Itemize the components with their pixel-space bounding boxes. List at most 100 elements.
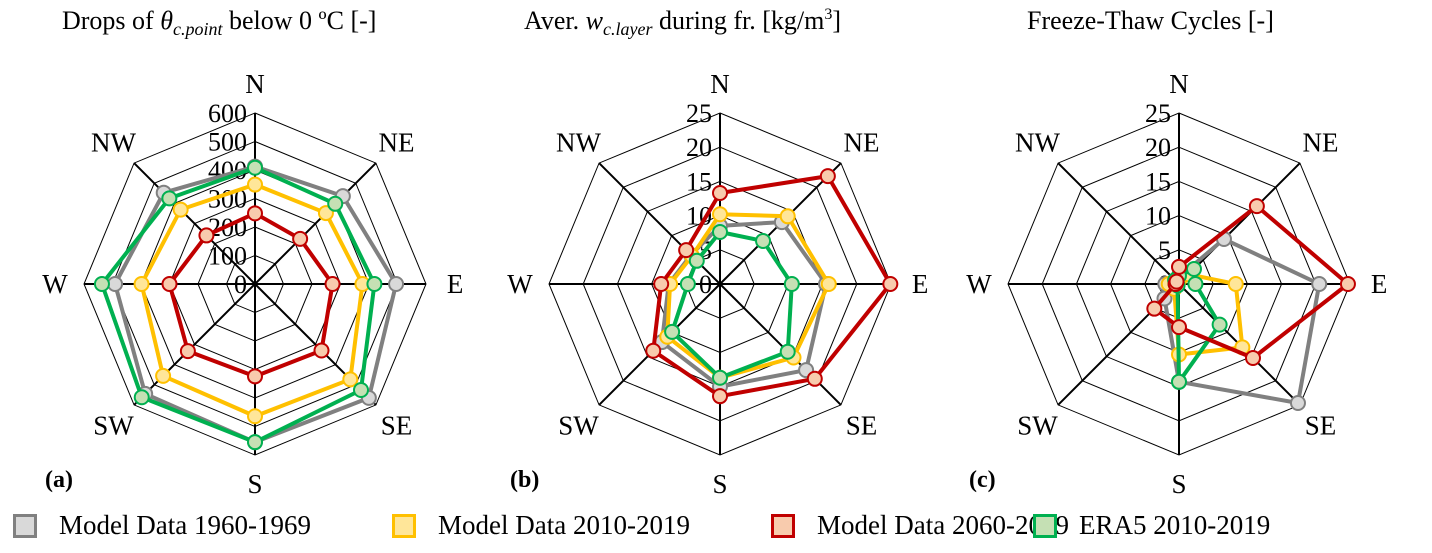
direction-label-se: SE [1305, 410, 1337, 440]
direction-label-n: N [1169, 69, 1189, 99]
legend-item-1960: Model Data 1960-1969 [13, 510, 311, 541]
data-point-nw [198, 227, 215, 244]
data-point-nw [1168, 273, 1185, 290]
tick-label: 100 [208, 242, 247, 271]
data-point-ne [779, 208, 796, 225]
panel-label: (c) [969, 467, 996, 493]
data-point-e [1227, 276, 1244, 292]
tick-label: 0 [699, 270, 712, 299]
series-3 [1146, 198, 1356, 367]
data-point-w [93, 276, 110, 292]
direction-label-e: E [447, 269, 464, 299]
spoke-nw [133, 162, 256, 285]
data-point-s [1171, 319, 1187, 336]
data-point-ne [317, 205, 334, 222]
data-point-w [107, 276, 124, 292]
data-point-ne [819, 168, 836, 185]
data-point-w [133, 276, 150, 292]
data-point-nw [161, 190, 178, 207]
direction-label-s: S [712, 469, 727, 499]
data-point-sw [179, 343, 196, 360]
tick-label: 20 [1145, 133, 1171, 162]
data-point-sw [645, 342, 662, 359]
data-point-n [247, 205, 263, 222]
legend-item-era5: ERA5 2010-2019 [1033, 510, 1270, 541]
data-point-e [1339, 276, 1356, 292]
direction-label-w: W [507, 269, 533, 299]
panel-c-title: Freeze-Thaw Cycles [-] [1027, 6, 1274, 35]
data-point-se [1245, 350, 1262, 367]
data-point-se [342, 371, 359, 388]
direction-label-n: N [710, 69, 730, 99]
data-point-s [712, 388, 728, 405]
data-point-se [1289, 394, 1306, 411]
tick-label: 25 [686, 99, 712, 128]
panel-b-title: Aver. wc.layer during fr. [kg/m3] [524, 6, 841, 39]
direction-label-ne: NE [378, 128, 414, 158]
data-point-w [679, 276, 696, 292]
legend-swatch-red [771, 513, 795, 538]
tick-label: 10 [1145, 202, 1171, 231]
data-point-s [247, 434, 263, 451]
direction-label-s: S [247, 469, 262, 499]
direction-label-nw: NW [556, 128, 601, 158]
legend-item-2060: Model Data 2060-2069 [771, 510, 1069, 541]
data-point-sw [155, 367, 172, 384]
data-point-ne [292, 230, 309, 247]
series-3 [645, 168, 899, 405]
direction-label-se: SE [846, 410, 878, 440]
direction-label-n: N [245, 69, 265, 99]
direction-label-nw: NW [1015, 128, 1060, 158]
data-point-w [653, 276, 670, 292]
legend-swatch-yellow [392, 513, 416, 538]
legend: Model Data 1960-1969 Model Data 2010-201… [0, 510, 1432, 550]
spoke-sw [133, 283, 256, 406]
panel-a-title: Drops of θc.point below 0 ºC [-] [62, 6, 377, 39]
data-point-n [247, 176, 263, 193]
tick-label: 20 [686, 133, 712, 162]
data-point-sw [664, 323, 681, 340]
theta-symbol: θ [160, 6, 173, 35]
data-point-ne [1185, 261, 1202, 278]
w-symbol: w [585, 6, 603, 35]
data-point-e [1187, 276, 1204, 292]
data-point-se [1211, 316, 1228, 333]
data-point-s [1171, 373, 1187, 390]
series-4 [664, 224, 800, 386]
data-point-e [1311, 276, 1328, 292]
data-point-se [779, 343, 796, 360]
direction-label-s: S [1171, 469, 1186, 499]
direction-label-sw: SW [93, 410, 134, 440]
direction-label-w: W [42, 269, 68, 299]
tick-label: 15 [1145, 167, 1171, 196]
data-point-n [1171, 258, 1187, 275]
data-point-e [882, 276, 899, 292]
tick-label: 600 [208, 99, 247, 128]
data-point-nw [688, 252, 705, 269]
direction-label-ne: NE [1302, 128, 1338, 158]
legend-swatch-green [1033, 513, 1057, 538]
series-4 [93, 159, 383, 451]
direction-label-e: E [1371, 269, 1388, 299]
data-point-n [247, 159, 263, 176]
data-point-sw [1146, 300, 1163, 317]
data-point-s [247, 408, 263, 425]
panel-label: (b) [510, 467, 539, 493]
series-2 [133, 176, 371, 425]
direction-label-se: SE [381, 410, 413, 440]
data-point-e [324, 276, 341, 292]
tick-label: 15 [686, 167, 712, 196]
data-point-e [366, 276, 383, 292]
data-point-s [712, 369, 728, 386]
data-point-e [388, 276, 405, 292]
spoke-se [719, 283, 842, 406]
data-point-se [353, 382, 370, 399]
data-point-n [712, 224, 728, 241]
spoke-nw [1057, 162, 1180, 285]
direction-label-w: W [966, 269, 992, 299]
data-point-ne [1248, 198, 1265, 215]
data-point-n [712, 206, 728, 223]
